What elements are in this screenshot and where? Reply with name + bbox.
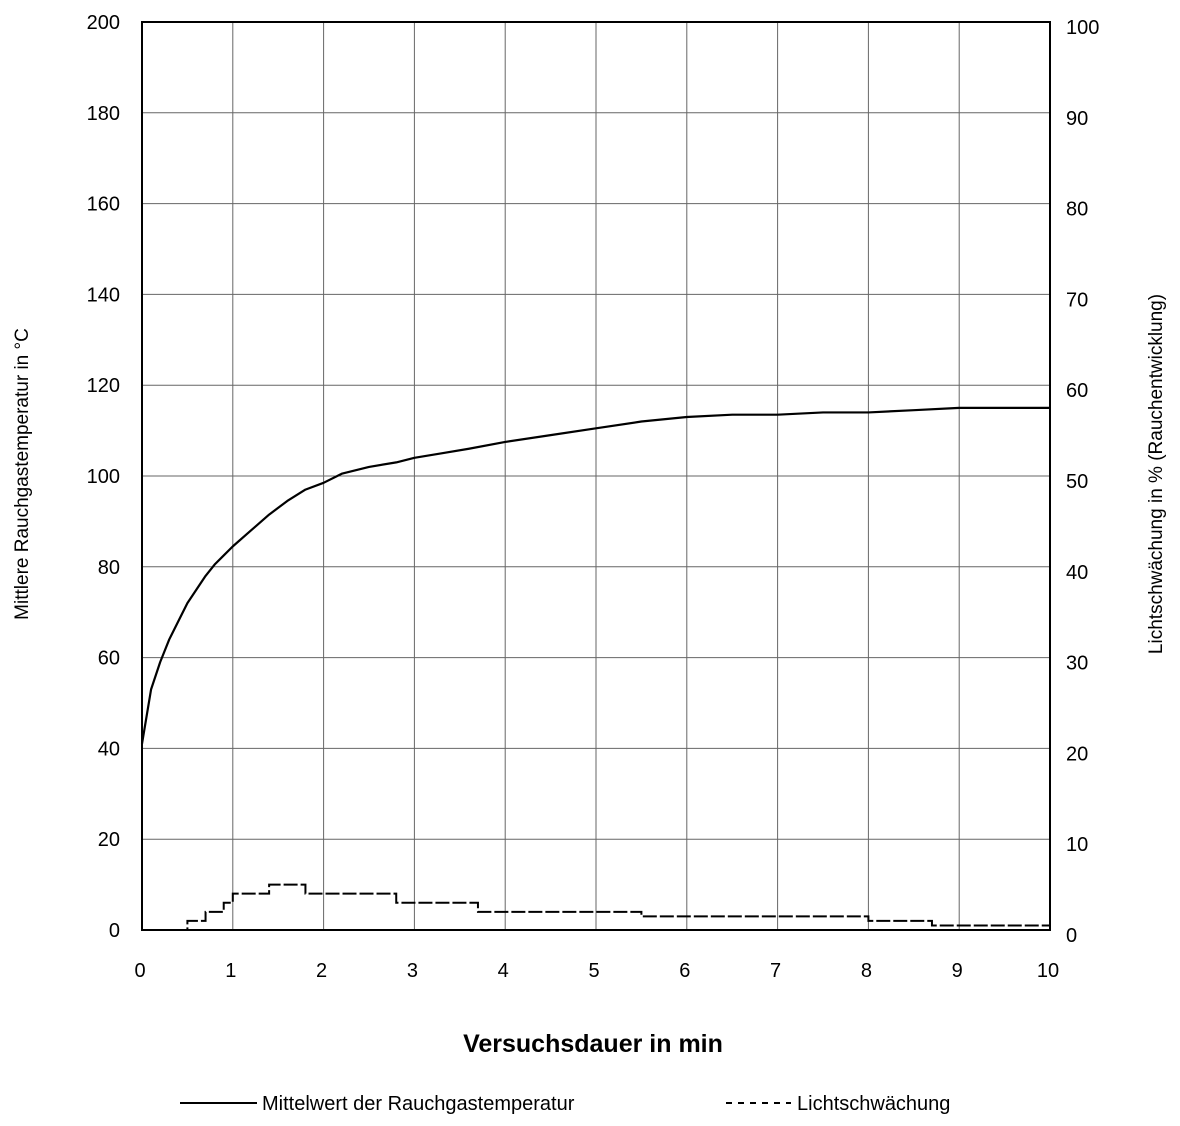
- y-right-tick-label: 60: [1066, 380, 1088, 402]
- y-left-tick-label: 100: [87, 466, 120, 488]
- grid: [141, 21, 1051, 931]
- x-tick-label: 3: [407, 960, 418, 982]
- y-right-tick-label: 20: [1066, 743, 1088, 765]
- x-tick-labels: 0 1 2 3 4 5 6 7 8 9 10: [134, 960, 1059, 982]
- legend: Mittelwert der Rauchgastemperatur Lichts…: [180, 1093, 950, 1115]
- y-left-tick-label: 120: [87, 375, 120, 397]
- y-axis-right-label: Lichtschwächung in % (Rauchentwicklung): [1146, 294, 1167, 654]
- y-left-tick-label: 160: [87, 194, 120, 216]
- y-left-tick-label: 140: [87, 284, 120, 306]
- series-line-light: [142, 883, 1050, 931]
- x-tick-label: 7: [770, 960, 781, 982]
- x-tick-label: 1: [225, 960, 236, 982]
- y-right-tick-label: 70: [1066, 289, 1088, 311]
- x-tick-label: 5: [588, 960, 599, 982]
- x-tick-label: 10: [1037, 960, 1059, 982]
- y-left-tick-label: 60: [98, 648, 120, 670]
- x-tick-label: 9: [952, 960, 963, 982]
- legend-label-temperature: Mittelwert der Rauchgastemperatur: [262, 1093, 575, 1115]
- y-right-tick-label: 0: [1066, 925, 1077, 947]
- y-left-tick-label: 200: [87, 12, 120, 34]
- x-axis-label: Versuchsdauer in min: [463, 1030, 723, 1058]
- y-right-tick-label: 30: [1066, 653, 1088, 675]
- y-left-tick-label: 0: [109, 920, 120, 942]
- y-left-tick-label: 40: [98, 738, 120, 760]
- legend-label-light: Lichtschwächung: [797, 1093, 950, 1115]
- plot-frame: [141, 21, 1051, 931]
- x-tick-label: 8: [861, 960, 872, 982]
- y-right-tick-label: 90: [1066, 108, 1088, 130]
- series-line-temperature: [140, 406, 1050, 745]
- y-right-tick-labels: 0 10 20 30 40 50 60 70 80 90 100: [1066, 17, 1099, 947]
- series-layer: [140, 406, 1050, 931]
- y-right-tick-label: 80: [1066, 199, 1088, 221]
- x-tick-label: 6: [679, 960, 690, 982]
- y-left-tick-label: 20: [98, 829, 120, 851]
- y-right-tick-label: 50: [1066, 471, 1088, 493]
- y-left-tick-label: 180: [87, 103, 120, 125]
- x-tick-label: 0: [134, 960, 145, 982]
- y-right-tick-label: 100: [1066, 17, 1099, 39]
- y-left-tick-label: 80: [98, 557, 120, 579]
- y-left-tick-labels: 0 20 40 60 80 100 120 140 160 180 200: [87, 12, 120, 942]
- y-right-tick-label: 40: [1066, 562, 1088, 584]
- x-tick-label: 2: [316, 960, 327, 982]
- y-axis-left-label: Mittlere Rauchgastemperatur in °C: [12, 328, 33, 620]
- x-tick-label: 4: [498, 960, 509, 982]
- y-right-tick-label: 10: [1066, 834, 1088, 856]
